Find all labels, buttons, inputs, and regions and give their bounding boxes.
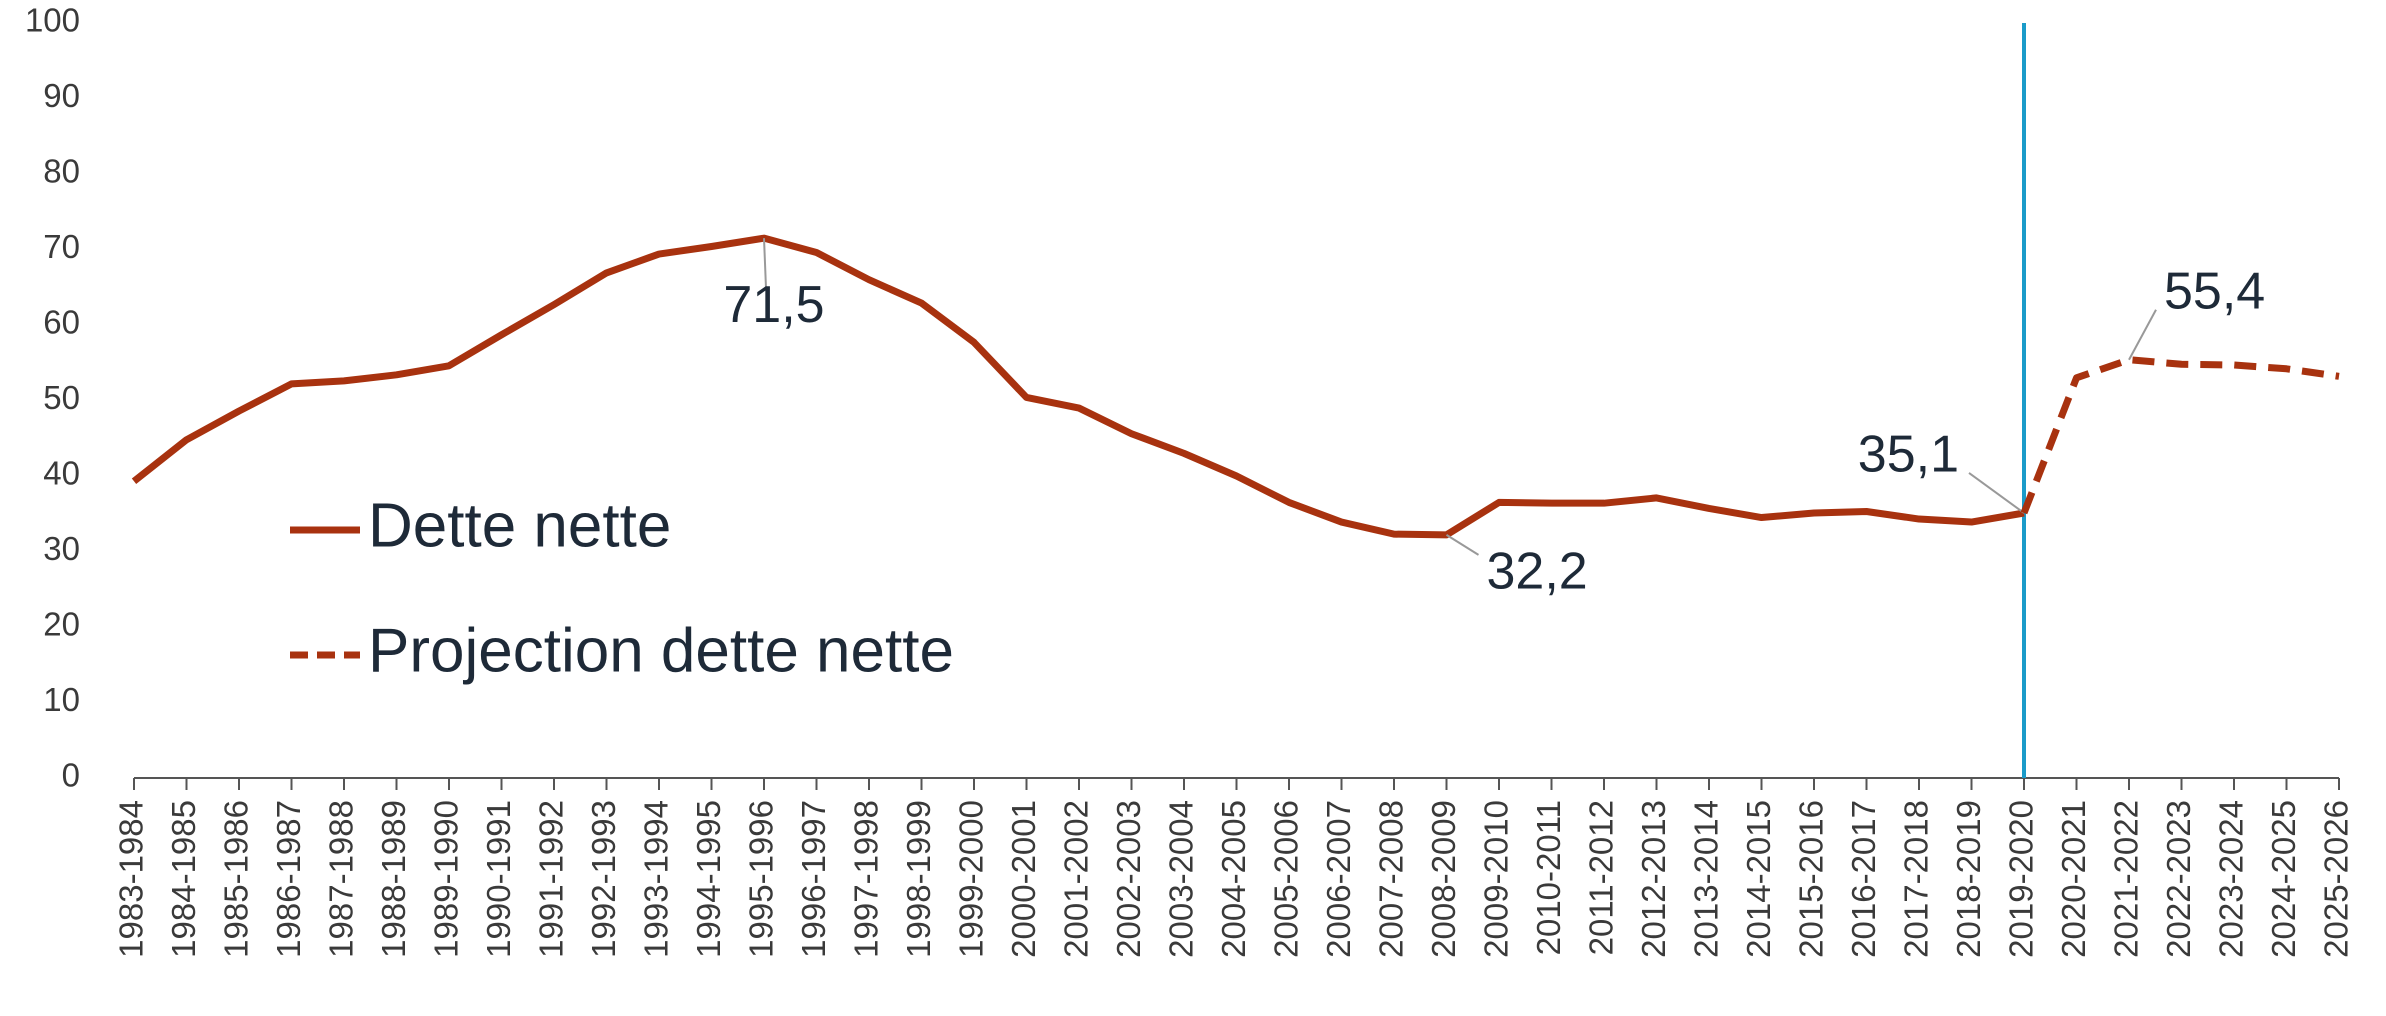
y-tick-label: 80 bbox=[43, 153, 80, 190]
x-tick-label: 1999-2000 bbox=[953, 800, 990, 958]
x-tick-label: 2020-2021 bbox=[2055, 800, 2092, 958]
y-tick-label: 70 bbox=[43, 228, 80, 265]
data-label: 32,2 bbox=[1487, 543, 1588, 601]
data-label: 55,4 bbox=[2164, 262, 2265, 320]
y-tick-label: 40 bbox=[43, 455, 80, 492]
x-tick-label: 2002-2003 bbox=[1110, 800, 1147, 958]
x-tick-label: 1988-1989 bbox=[375, 800, 412, 958]
leader-line bbox=[1445, 534, 1480, 556]
x-tick-label: 2014-2015 bbox=[1740, 800, 1777, 958]
y-tick-label: 50 bbox=[43, 379, 80, 416]
x-tick-label: 2019-2020 bbox=[2003, 800, 2040, 958]
y-tick-label: 30 bbox=[43, 530, 80, 567]
x-tick-label: 1990-1991 bbox=[480, 800, 517, 958]
x-tick-label: 1998-1999 bbox=[900, 800, 937, 958]
x-tick-label: 2009-2010 bbox=[1478, 800, 1515, 958]
x-tick-label: 2005-2006 bbox=[1268, 800, 1305, 958]
series-line bbox=[131, 234, 2025, 539]
x-tick-label: 2010-2011 bbox=[1530, 800, 1567, 955]
y-tick-label: 10 bbox=[43, 681, 80, 718]
x-tick-label: 2008-2009 bbox=[1425, 800, 1462, 958]
x-tick-label: 1983-1984 bbox=[113, 800, 150, 958]
x-tick-label: 1996-1997 bbox=[795, 800, 832, 958]
x-tick-label: 2015-2016 bbox=[1793, 800, 1830, 958]
series-line bbox=[2020, 356, 2340, 515]
x-tick-label: 2000-2001 bbox=[1005, 800, 1042, 958]
x-tick-label: 2016-2017 bbox=[1845, 800, 1882, 958]
data-label: 35,1 bbox=[1858, 426, 1959, 484]
x-tick-label: 2004-2005 bbox=[1215, 800, 1252, 958]
x-tick-label: 2007-2008 bbox=[1373, 800, 1410, 958]
x-tick-label: 1984-1985 bbox=[165, 800, 202, 958]
x-tick-label: 1991-1992 bbox=[533, 800, 570, 958]
x-tick-label: 2023-2024 bbox=[2213, 800, 2250, 958]
x-tick-label: 2021-2022 bbox=[2108, 800, 2145, 958]
y-tick-label: 100 bbox=[25, 2, 80, 39]
leader-line bbox=[1968, 472, 2025, 514]
x-tick-label: 2018-2019 bbox=[1950, 800, 1987, 958]
x-tick-label: 2001-2002 bbox=[1058, 800, 1095, 958]
x-tick-label: 2011-2012 bbox=[1583, 800, 1620, 955]
leader-line bbox=[2128, 309, 2157, 361]
x-tick-label: 2022-2023 bbox=[2160, 800, 2197, 958]
x-tick-label: 1994-1995 bbox=[690, 800, 727, 958]
x-tick-label: 1985-1986 bbox=[218, 800, 255, 958]
y-tick-label: 0 bbox=[62, 757, 80, 794]
x-tick-label: 1992-1993 bbox=[585, 800, 622, 958]
x-tick-label: 1995-1996 bbox=[743, 800, 780, 958]
data-label: 71,5 bbox=[723, 276, 824, 334]
x-tick-label: 1993-1994 bbox=[638, 800, 675, 958]
x-tick-label: 2012-2013 bbox=[1635, 800, 1672, 958]
leader-line bbox=[763, 238, 767, 289]
x-tick-label: 1989-1990 bbox=[428, 800, 465, 958]
x-tick-label: 2017-2018 bbox=[1898, 800, 1935, 958]
y-tick-label: 60 bbox=[43, 304, 80, 341]
x-tick-label: 2024-2025 bbox=[2265, 800, 2302, 958]
x-tick-label: 1986-1987 bbox=[270, 800, 307, 958]
x-tick-label: 2003-2004 bbox=[1163, 800, 1200, 958]
x-tick-label: 2013-2014 bbox=[1688, 800, 1725, 958]
y-tick-label: 90 bbox=[43, 77, 80, 114]
x-tick-label: 1987-1988 bbox=[323, 800, 360, 958]
x-tick-label: 1997-1998 bbox=[848, 800, 885, 958]
legend-label: Projection dette nette bbox=[368, 616, 954, 685]
x-tick-label: 2006-2007 bbox=[1320, 800, 1357, 958]
y-tick-label: 20 bbox=[43, 606, 80, 643]
x-tick-label: 2025-2026 bbox=[2318, 800, 2355, 958]
legend-label: Dette nette bbox=[368, 491, 671, 560]
